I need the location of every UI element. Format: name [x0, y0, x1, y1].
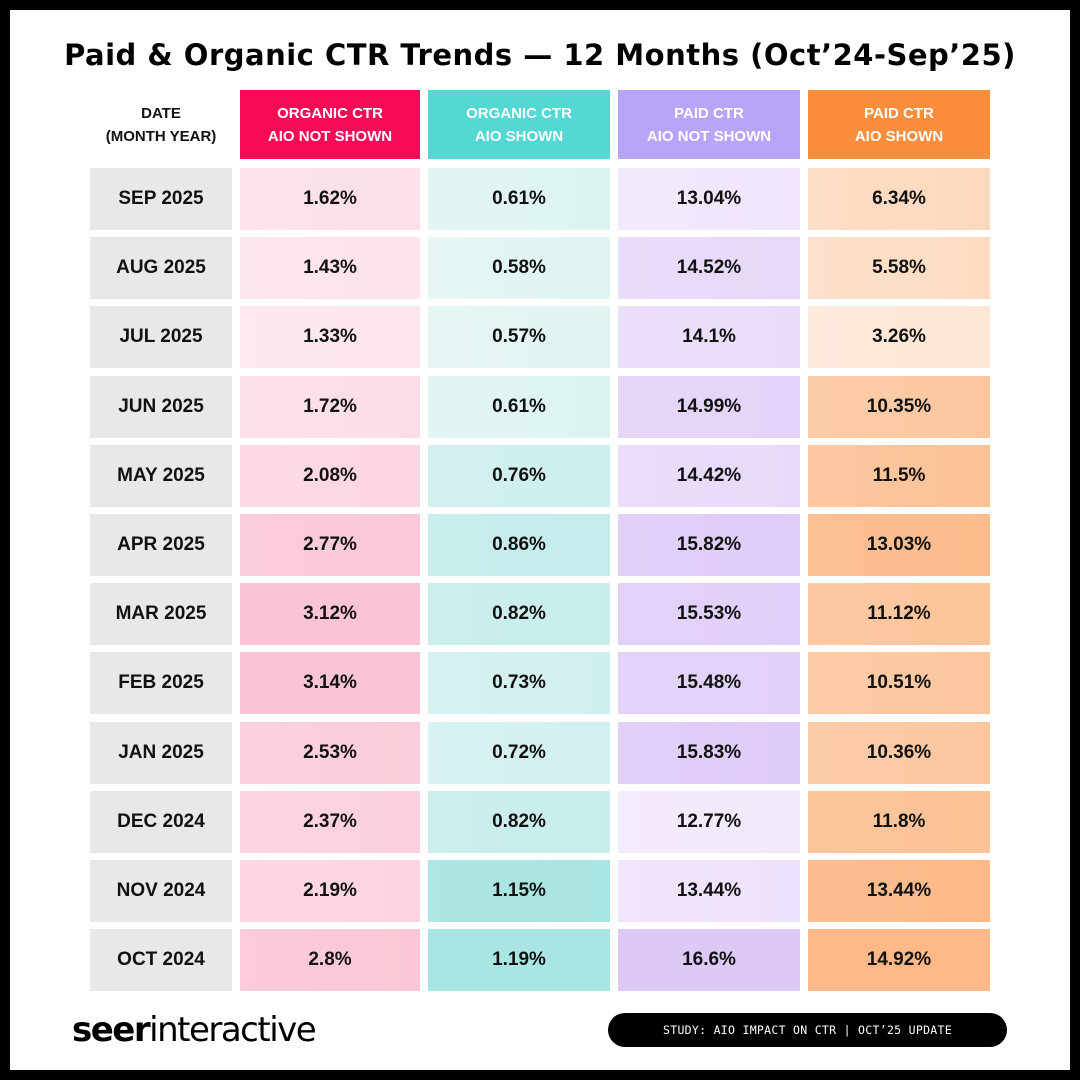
logo-light-text: interactive: [149, 1010, 317, 1050]
cell-organic-ctr-aio-shown: 0.72%: [428, 721, 610, 784]
cell-organic-ctr-aio-shown: 0.61%: [428, 168, 610, 230]
row-date: APR 2025: [90, 514, 232, 576]
row-date: SEP 2025: [90, 168, 232, 230]
row-date: MAY 2025: [90, 444, 232, 507]
cell-paid-ctr-aio-not-shown: 15.83%: [618, 721, 800, 784]
row-date: FEB 2025: [90, 652, 232, 715]
cell-paid-ctr-aio-shown: 10.35%: [808, 375, 990, 438]
header-text: AIO SHOWN: [854, 127, 944, 145]
header-paid-ctr-aio-shown: PAID CTR AIO SHOWN: [808, 90, 990, 159]
cell-organic-ctr-aio-shown: 0.82%: [428, 790, 610, 853]
cell-paid-ctr-aio-not-shown: 14.52%: [618, 237, 800, 300]
cell-organic-ctr-aio-not-shown: 2.19%: [240, 860, 420, 922]
cell-paid-ctr-aio-not-shown: 15.53%: [618, 583, 800, 646]
cell-organic-ctr-aio-not-shown: 2.77%: [240, 514, 420, 576]
cell-paid-ctr-aio-shown: 11.8%: [808, 790, 990, 853]
cell-organic-ctr-aio-shown: 0.82%: [428, 583, 610, 646]
header-text: DATE: [141, 104, 181, 122]
logo-bold-text: seer: [72, 1010, 151, 1050]
cell-paid-ctr-aio-shown: 14.92%: [808, 929, 990, 992]
header-date: DATE (MONTH YEAR): [90, 90, 232, 159]
header-text: AIO SHOWN: [474, 127, 564, 145]
cell-paid-ctr-aio-not-shown: 16.6%: [618, 929, 800, 992]
cell-organic-ctr-aio-not-shown: 1.72%: [240, 375, 420, 438]
row-date: AUG 2025: [90, 237, 232, 300]
cell-organic-ctr-aio-shown: 1.15%: [428, 860, 610, 922]
cell-organic-ctr-aio-not-shown: 3.12%: [240, 583, 420, 646]
cell-paid-ctr-aio-shown: 13.03%: [808, 514, 990, 576]
cell-paid-ctr-aio-not-shown: 15.48%: [618, 652, 800, 715]
cell-organic-ctr-aio-not-shown: 2.53%: [240, 721, 420, 784]
cell-organic-ctr-aio-shown: 0.58%: [428, 237, 610, 300]
row-date: JUL 2025: [90, 306, 232, 369]
seer-interactive-logo: seerinteractive: [72, 1010, 317, 1050]
cell-paid-ctr-aio-shown: 3.26%: [808, 306, 990, 369]
cell-organic-ctr-aio-shown: 0.86%: [428, 514, 610, 576]
cell-organic-ctr-aio-not-shown: 2.37%: [240, 790, 420, 853]
cell-organic-ctr-aio-not-shown: 2.8%: [240, 929, 420, 992]
cell-organic-ctr-aio-shown: 0.76%: [428, 444, 610, 507]
row-date: MAR 2025: [90, 583, 232, 646]
cell-paid-ctr-aio-not-shown: 13.44%: [618, 860, 800, 922]
header-organic-ctr-aio-shown: ORGANIC CTR AIO SHOWN: [428, 90, 610, 159]
cell-paid-ctr-aio-shown: 11.5%: [808, 444, 990, 507]
header-organic-ctr-aio-not-shown: ORGANIC CTR AIO NOT SHOWN: [240, 90, 420, 159]
cell-paid-ctr-aio-shown: 5.58%: [808, 237, 990, 300]
study-badge: STUDY: AIO IMPACT ON CTR | OCT’25 UPDATE: [608, 1013, 1007, 1047]
cell-paid-ctr-aio-not-shown: 14.1%: [618, 306, 800, 369]
row-date: JAN 2025: [90, 721, 232, 784]
row-date: NOV 2024: [90, 860, 232, 922]
cell-paid-ctr-aio-not-shown: 14.99%: [618, 375, 800, 438]
row-date: DEC 2024: [90, 790, 232, 853]
cell-organic-ctr-aio-not-shown: 1.62%: [240, 168, 420, 230]
cell-organic-ctr-aio-shown: 0.57%: [428, 306, 610, 369]
cell-organic-ctr-aio-shown: 1.19%: [428, 929, 610, 992]
cell-paid-ctr-aio-shown: 13.44%: [808, 860, 990, 922]
cell-organic-ctr-aio-not-shown: 1.33%: [240, 306, 420, 369]
cell-paid-ctr-aio-not-shown: 13.04%: [618, 168, 800, 230]
row-date: OCT 2024: [90, 929, 232, 992]
chart-title: Paid & Organic CTR Trends — 12 Months (O…: [64, 38, 1016, 72]
header-text: ORGANIC CTR: [277, 104, 383, 122]
cell-paid-ctr-aio-not-shown: 12.77%: [618, 790, 800, 853]
cell-paid-ctr-aio-shown: 10.36%: [808, 721, 990, 784]
cell-organic-ctr-aio-shown: 0.61%: [428, 375, 610, 438]
header-text: PAID CTR: [864, 104, 934, 122]
cell-paid-ctr-aio-shown: 6.34%: [808, 168, 990, 230]
header-text: (MONTH YEAR): [105, 127, 217, 145]
header-text: AIO NOT SHOWN: [267, 127, 393, 145]
cell-organic-ctr-aio-not-shown: 1.43%: [240, 237, 420, 300]
cell-organic-ctr-aio-not-shown: 2.08%: [240, 444, 420, 507]
cell-paid-ctr-aio-not-shown: 14.42%: [618, 444, 800, 507]
cell-paid-ctr-aio-not-shown: 15.82%: [618, 514, 800, 576]
cell-paid-ctr-aio-shown: 10.51%: [808, 652, 990, 715]
header-paid-ctr-aio-not-shown: PAID CTR AIO NOT SHOWN: [618, 90, 800, 159]
cell-organic-ctr-aio-shown: 0.73%: [428, 652, 610, 715]
header-text: PAID CTR: [674, 104, 744, 122]
header-text: AIO NOT SHOWN: [646, 127, 772, 145]
header-text: ORGANIC CTR: [466, 104, 572, 122]
cell-paid-ctr-aio-shown: 11.12%: [808, 583, 990, 646]
cell-organic-ctr-aio-not-shown: 3.14%: [240, 652, 420, 715]
row-date: JUN 2025: [90, 375, 232, 438]
